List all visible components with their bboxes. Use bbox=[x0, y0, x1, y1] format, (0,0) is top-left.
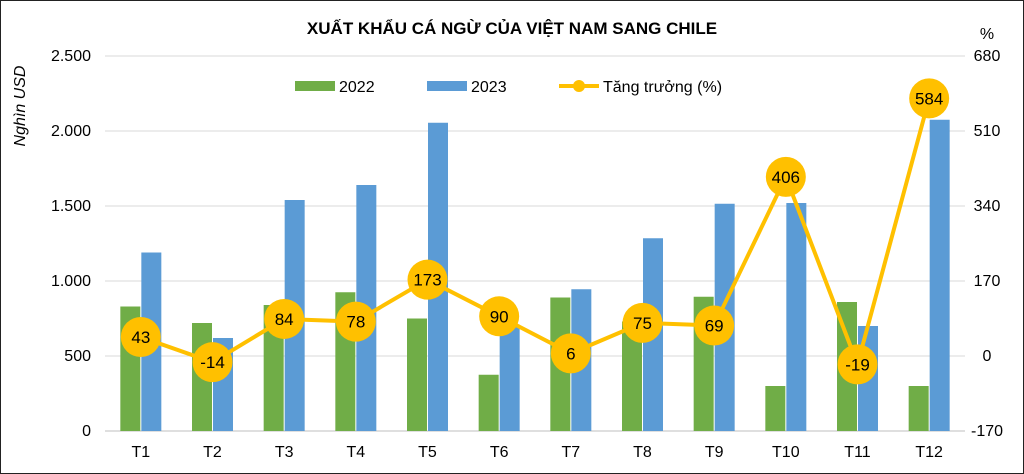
growth-point bbox=[909, 78, 950, 119]
legend-swatch-2022 bbox=[295, 81, 335, 91]
growth-data-label: 90 bbox=[490, 307, 509, 326]
bar-2022 bbox=[622, 321, 642, 431]
x-tick-label: T5 bbox=[418, 444, 437, 461]
x-tick-labels: T1 T2 T3 T4 T5 T6 T7 T8 T9 T10 T11 T12 bbox=[131, 444, 943, 461]
x-tick-label: T11 bbox=[844, 444, 870, 461]
y2-tick-labels: -170 0 170 340 510 680 bbox=[971, 48, 1003, 440]
y-tick-labels: 0 500 1.000 1.500 2.000 2.500 bbox=[51, 48, 91, 440]
y2-tick-label: 680 bbox=[974, 48, 1001, 65]
legend-marker-growth bbox=[573, 80, 585, 92]
growth-data-label: 78 bbox=[346, 313, 365, 332]
x-tick-label: T1 bbox=[131, 444, 150, 461]
y-tick-label: 500 bbox=[64, 348, 91, 365]
x-tick-label: T10 bbox=[772, 444, 800, 461]
x-tick-label: T6 bbox=[490, 444, 509, 461]
growth-point bbox=[479, 296, 520, 337]
growth-point bbox=[837, 344, 878, 385]
growth-point bbox=[765, 156, 806, 197]
x-tick-label: T4 bbox=[346, 444, 365, 461]
growth-point bbox=[694, 305, 735, 346]
bar-2022 bbox=[765, 386, 786, 431]
y-tick-label: 2.000 bbox=[51, 123, 91, 140]
growth-point bbox=[550, 333, 591, 374]
x-tick-label: T12 bbox=[915, 444, 943, 461]
y-tick-label: 2.500 bbox=[51, 48, 91, 65]
y-tick-label: 1.000 bbox=[51, 273, 91, 290]
x-tick-label: T3 bbox=[275, 444, 294, 461]
chart-title: XUẤT KHẨU CÁ NGỪ CỦA VIỆT NAM SANG CHILE bbox=[307, 19, 717, 38]
growth-line-group: 43 -14 84 78 173 90 6 75 69 406 -19 584 bbox=[120, 78, 950, 385]
bar-2023 bbox=[499, 324, 520, 431]
growth-data-label: 84 bbox=[275, 310, 294, 329]
bar-2022 bbox=[407, 318, 427, 431]
y2-tick-label: 340 bbox=[974, 198, 1001, 215]
growth-data-label: -19 bbox=[845, 355, 870, 374]
growth-point bbox=[622, 302, 663, 343]
growth-line bbox=[140, 97, 932, 367]
y2-tick-label: -170 bbox=[971, 423, 1003, 440]
x-tick-label: T9 bbox=[705, 444, 724, 461]
legend-label-2023: 2023 bbox=[471, 79, 507, 96]
x-tick-label: T2 bbox=[203, 444, 222, 461]
growth-data-label: 75 bbox=[633, 314, 652, 333]
growth-data-label: 173 bbox=[413, 271, 441, 290]
bar-2023 bbox=[786, 203, 807, 431]
growth-data-label: 43 bbox=[131, 328, 150, 347]
growth-point bbox=[264, 298, 305, 339]
growth-point bbox=[192, 342, 233, 383]
x-tick-label: T8 bbox=[633, 444, 652, 461]
y-tick-label: 0 bbox=[82, 423, 91, 440]
legend-swatch-2023 bbox=[427, 81, 467, 91]
y-tick-label: 1.500 bbox=[51, 198, 91, 215]
growth-point bbox=[407, 259, 448, 300]
growth-data-label: 584 bbox=[915, 89, 943, 108]
growth-data-label: 406 bbox=[772, 168, 800, 187]
y2-axis-label: % bbox=[980, 26, 994, 43]
y2-tick-label: 510 bbox=[974, 123, 1001, 140]
bar-2022 bbox=[908, 386, 929, 431]
bar-2022 bbox=[478, 374, 499, 431]
legend-label-2022: 2022 bbox=[339, 79, 375, 96]
gridlines bbox=[105, 55, 965, 432]
growth-data-label: -14 bbox=[200, 353, 225, 372]
growth-data-label: 69 bbox=[705, 317, 724, 336]
legend-label-growth: Tăng trưởng (%) bbox=[603, 79, 722, 96]
growth-data-label: 6 bbox=[566, 344, 575, 363]
growth-point bbox=[120, 317, 161, 358]
y2-tick-label: 0 bbox=[983, 348, 992, 365]
x-tick-label: T7 bbox=[561, 444, 580, 461]
y2-tick-label: 170 bbox=[974, 273, 1001, 290]
growth-point bbox=[335, 301, 376, 342]
y-axis-label: Nghìn USD bbox=[12, 65, 29, 146]
bar-2023 bbox=[929, 119, 950, 431]
legend: 2022 2023 Tăng trưởng (%) bbox=[295, 79, 722, 96]
